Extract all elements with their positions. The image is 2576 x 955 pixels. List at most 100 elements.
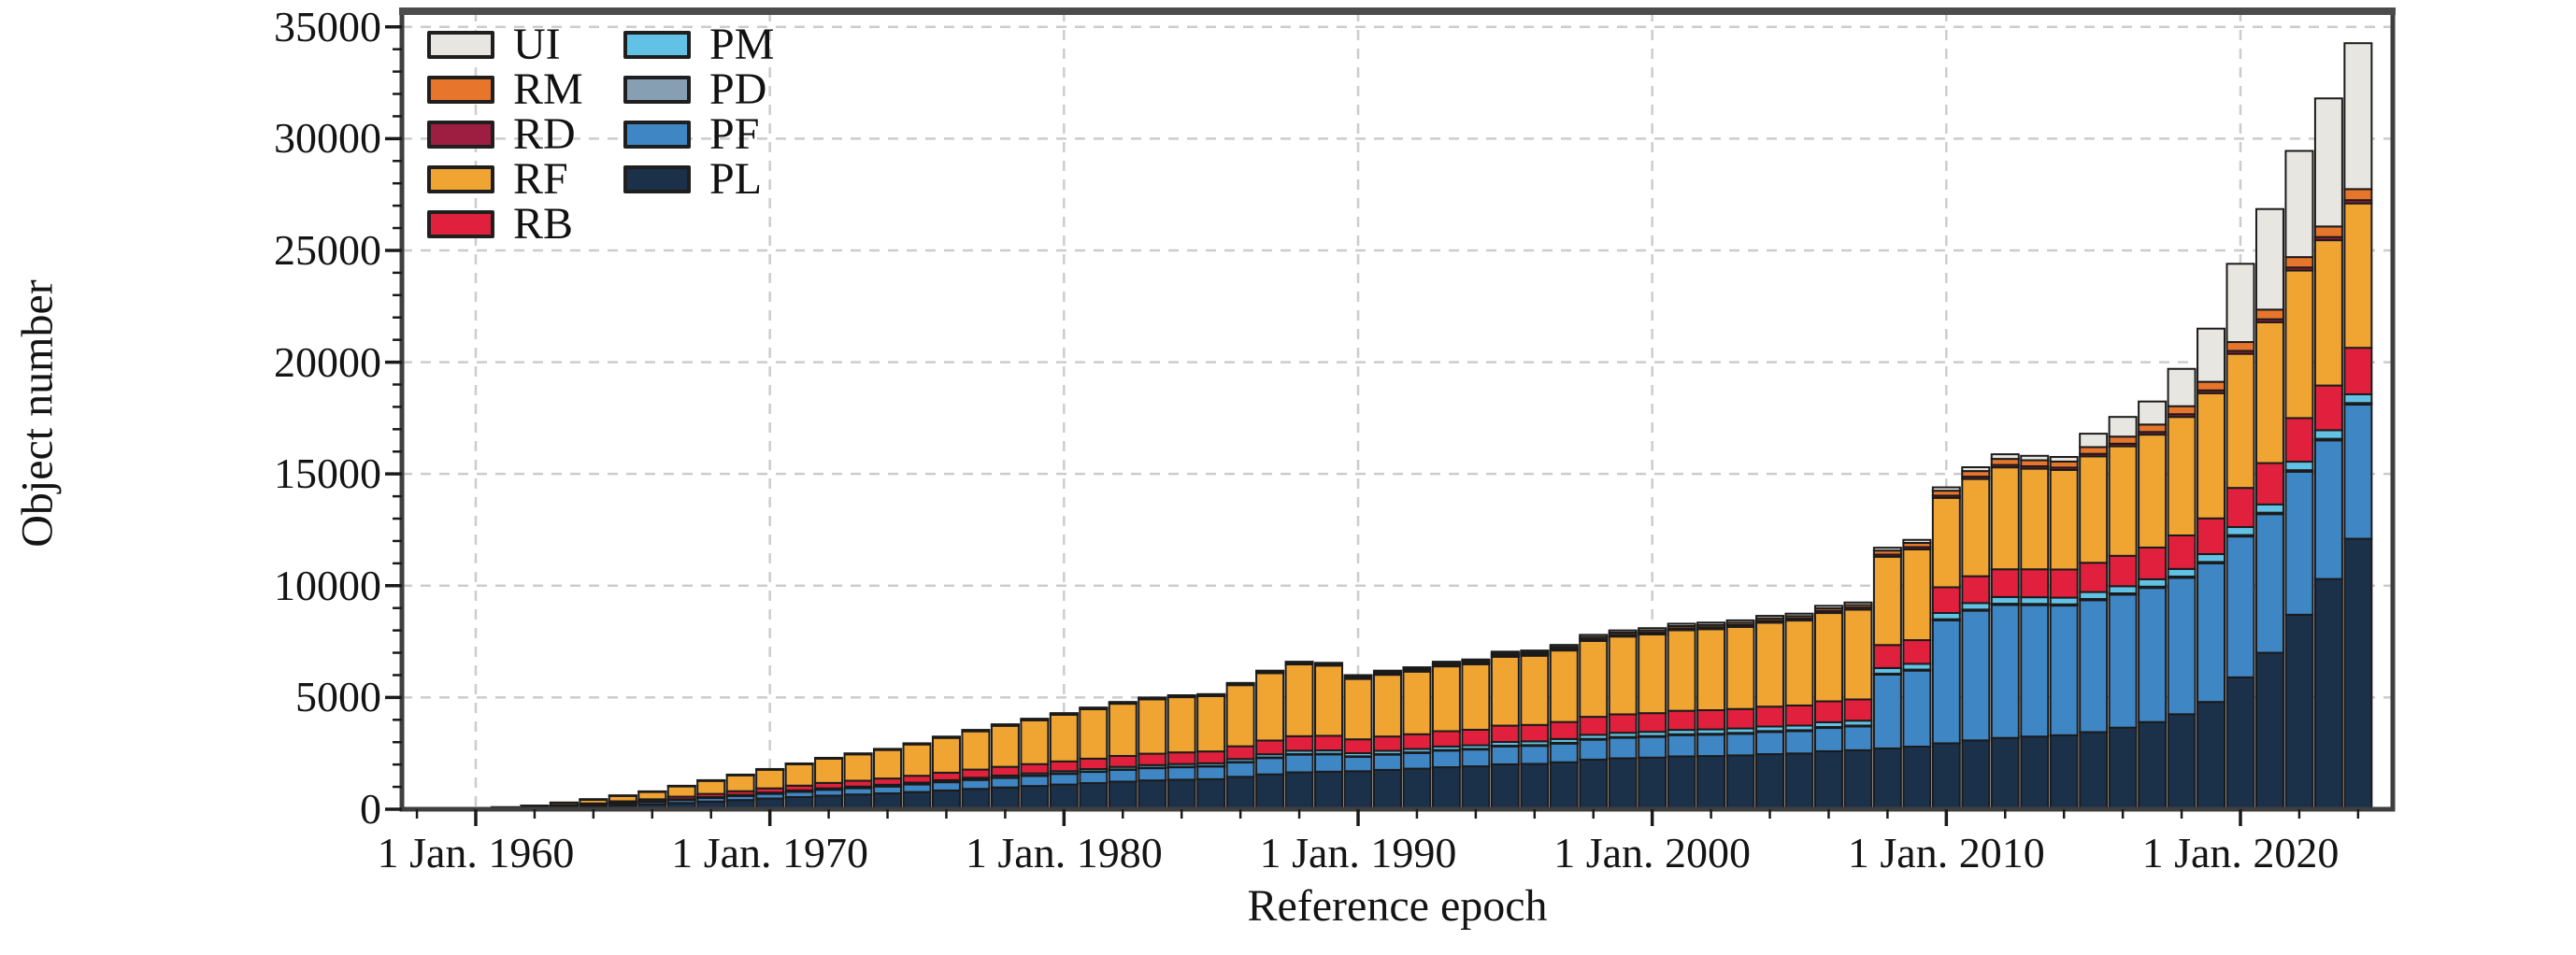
bar-segment-rf [2138, 434, 2168, 549]
bar-segment-rf [990, 724, 1020, 768]
bar-segment-pl [1608, 757, 1638, 810]
bar-segment-ui [2020, 454, 2050, 462]
x-tick-label-0: 1 Jan. 1960 [377, 829, 575, 877]
bar-segment-pl [1696, 755, 1726, 810]
bar-segment-pl [931, 789, 961, 811]
bar-segment-rf [1725, 625, 1755, 710]
bar-segment-rf [2343, 202, 2373, 349]
bar-segment-ui [2254, 207, 2284, 311]
bar-segment-pl [1079, 782, 1109, 811]
bar-segment-ui [1843, 601, 1873, 606]
bar-segment-rb [2313, 384, 2343, 432]
y-tick-label-0: 0 [360, 785, 381, 833]
bar-segment-rb [1813, 700, 1843, 723]
legend-swatch-pf [623, 121, 691, 149]
legend-label-ui: UI [513, 20, 561, 69]
bar-segment-rm [549, 801, 579, 805]
bar-segment-ui [2197, 327, 2226, 383]
bar-segment-pl [961, 788, 991, 811]
x-tick-label-3: 1 Jan. 1990 [1259, 829, 1457, 877]
bar-segment-rb [2108, 554, 2138, 588]
legend-label-pf: PF [709, 109, 760, 159]
bar-segment-rb [1549, 720, 1579, 740]
bar-segment-rb [1579, 716, 1609, 736]
bar-segment-pl [902, 791, 932, 810]
bar-segment-ui [1696, 621, 1726, 626]
bar-segment-rb [2284, 417, 2314, 463]
bar-segment-ui [2079, 433, 2109, 449]
bar-segment-pl [873, 792, 903, 810]
bar-segment-rf [1638, 633, 1667, 715]
bar-segment-pf [1638, 735, 1667, 759]
legend-item-rf: RF [427, 157, 583, 202]
bar-segment-rm [520, 805, 550, 807]
bar-segment-pf [1696, 734, 1726, 758]
bar-segment-rf [1784, 620, 1814, 706]
bar-segment-pl [2108, 726, 2138, 811]
bar-segment-pm [2313, 429, 2343, 440]
x-tick-label-1: 1 Jan. 1970 [671, 829, 869, 877]
bar-segment-pl [1638, 756, 1667, 810]
bar-segment-pf [1990, 604, 2020, 739]
bar-segment-ui [1755, 615, 1785, 620]
legend-label-rb: RB [513, 199, 574, 249]
bar-segment-ui [2343, 42, 2373, 191]
bar-segment-pl [1138, 779, 1167, 810]
legend-item-pd: PD [623, 64, 774, 114]
bar-segment-rb [1255, 739, 1285, 756]
bar-segment-pf [961, 778, 991, 791]
bar-segment-rm [2225, 341, 2255, 352]
bar-segment-rf [1520, 654, 1550, 726]
bar-segment-pl [1872, 747, 1902, 811]
legend-item-ui: UI [427, 20, 583, 69]
bar-segment-rf [2254, 321, 2284, 464]
bar-segment-pf [1049, 773, 1079, 786]
bar-segment-rb [1020, 763, 1050, 775]
bar-segment-rb [1843, 698, 1873, 722]
bar-segment-rb [1638, 712, 1667, 734]
bar-segment-rb [1520, 723, 1550, 743]
bar-segment-pm [1931, 611, 1961, 620]
legend-swatch-rb [427, 210, 494, 238]
bar-segment-rb [873, 777, 903, 786]
bar-segment-rf [1108, 703, 1138, 757]
bar-segment-rm [2108, 435, 2138, 445]
bar-segment-pf [990, 777, 1020, 789]
bar-segment-rf [902, 743, 932, 777]
bar-segment-pl [2197, 701, 2226, 810]
bar-segment-rf [1402, 670, 1432, 735]
bar-segment-rb [1431, 730, 1461, 748]
legend-label-pd: PD [709, 64, 767, 114]
bar-segment-pl [1490, 763, 1520, 811]
y-tick-label-7: 35000 [274, 2, 381, 50]
bar-segment-rm [784, 762, 814, 765]
bar-segment-rb [2167, 534, 2197, 570]
bar-segment-pm [2225, 526, 2255, 536]
bar-segment-rf [1931, 496, 1961, 589]
bar-segment-rf [1549, 649, 1579, 723]
bar-segment-ui [1813, 605, 1843, 610]
bar-segment-rf [696, 779, 726, 795]
bar-segment-pf [2079, 599, 2109, 734]
bar-segment-rb [2254, 462, 2284, 506]
bar-segment-rf [2197, 392, 2226, 520]
bar-segment-ui [1872, 547, 1902, 552]
bar-segment-rb [2049, 568, 2079, 599]
bar-segment-rb [1108, 754, 1138, 768]
bar-segment-rb [1902, 639, 1932, 665]
bar-segment-pf [1902, 669, 1932, 748]
bar-segment-pf [1667, 734, 1696, 758]
bar-segment-rf [1166, 696, 1196, 754]
bar-segment-pm [2079, 591, 2109, 600]
bar-segment-rb [1343, 738, 1373, 755]
bar-segment-pl [1020, 785, 1050, 811]
bar-segment-pm [2020, 596, 2050, 606]
bar-segment-pl [1990, 736, 2020, 810]
bar-segment-pf [1225, 762, 1255, 778]
bar-segment-pl [1549, 761, 1579, 811]
bar-segment-rf [2108, 445, 2138, 557]
x-tick-label-4: 1 Jan. 2000 [1553, 829, 1752, 877]
bar-segment-pl [1784, 752, 1814, 810]
bar-segment-rm [1020, 718, 1050, 720]
